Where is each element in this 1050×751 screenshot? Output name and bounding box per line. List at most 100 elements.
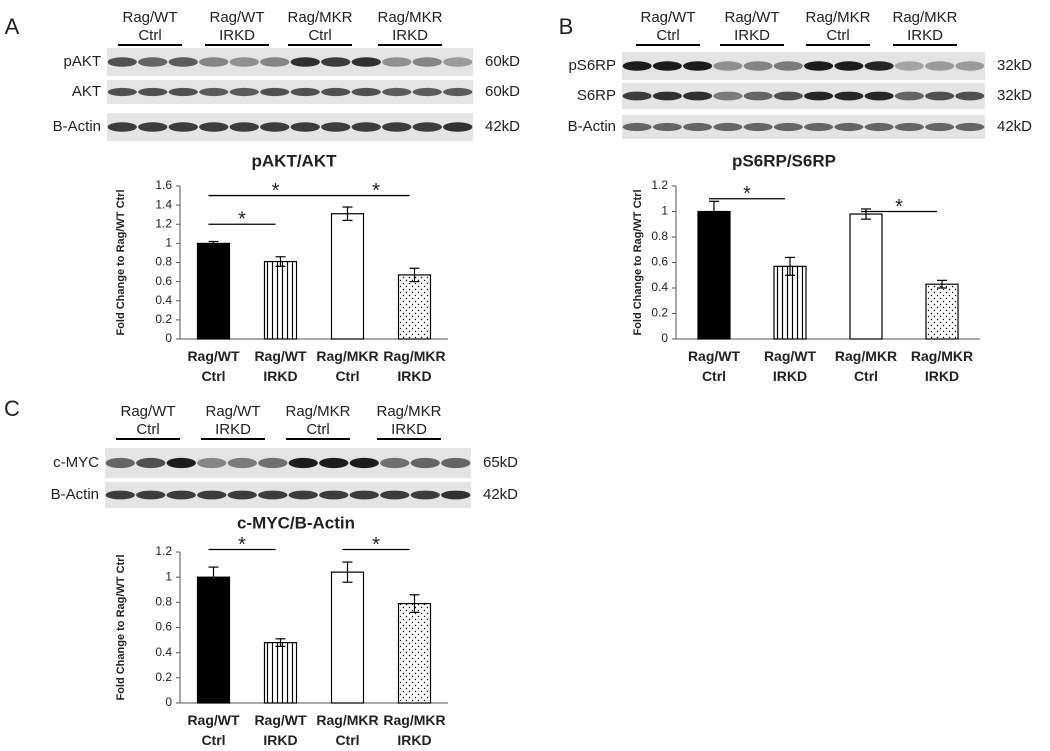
x-tick-label: Rag/MKR IRKD (383, 712, 445, 748)
blot-band (773, 91, 803, 101)
size-label: 32kD (997, 87, 1032, 104)
blot-band (136, 457, 166, 469)
blot-band (351, 57, 381, 67)
bar (697, 210, 731, 340)
blot-band (258, 490, 288, 500)
y-tick-label: 1.4 (155, 197, 172, 211)
y-tick-label: 0.8 (651, 229, 668, 243)
blot-band (894, 91, 924, 101)
blot-band (410, 457, 440, 469)
blot-band (380, 457, 410, 469)
blot-band (288, 457, 318, 469)
blot-band (622, 122, 652, 132)
row-label: pAKT (63, 53, 101, 70)
bar (263, 641, 298, 704)
blot-band (168, 57, 198, 67)
blot-band (260, 57, 290, 67)
blot-band (138, 122, 168, 132)
bar (263, 260, 298, 340)
blot-band (260, 87, 290, 97)
blot-strip (622, 83, 985, 109)
bar (397, 602, 432, 704)
size-label: 32kD (997, 57, 1032, 74)
blot-band (105, 457, 135, 469)
row-label: B-Actin (53, 118, 101, 135)
blot-band (382, 122, 412, 132)
y-tick-label: 0.4 (155, 293, 172, 307)
y-tick-label: 0 (165, 695, 172, 709)
row-label: c-MYC (53, 454, 99, 471)
blot-band (351, 87, 381, 97)
blot-band (319, 490, 349, 500)
significance-star: * (372, 180, 380, 202)
blot-band (894, 61, 924, 71)
bar (849, 213, 883, 340)
chart-title: c-MYC/B-Actin (237, 513, 355, 532)
blot-band (652, 91, 682, 101)
row-label: B-Actin (51, 486, 99, 503)
y-tick-label: 0.8 (155, 595, 172, 609)
bar (196, 576, 231, 704)
group-label: Rag/WT Ctrl (640, 9, 695, 44)
group-label: Rag/MKR IRKD (376, 403, 441, 438)
row-label: AKT (72, 83, 101, 100)
blot-band (229, 122, 259, 132)
blot-band (321, 87, 351, 97)
blot-band (166, 490, 196, 500)
blot-band (382, 57, 412, 67)
blot-band (441, 490, 471, 500)
blot-band (168, 122, 198, 132)
blot-band (136, 490, 166, 500)
y-tick-label: 0 (165, 331, 172, 345)
y-tick-label: 0 (661, 331, 668, 345)
blot-band (713, 91, 743, 101)
blot-band (412, 122, 442, 132)
blot-band (288, 490, 318, 500)
group-label: Rag/MKR Ctrl (287, 9, 352, 44)
x-tick-label: Rag/MKR Ctrl (316, 712, 378, 748)
blot-band (351, 122, 381, 132)
blot-band (743, 91, 773, 101)
blot-band (138, 87, 168, 97)
group-label: Rag/MKR IRKD (892, 9, 957, 44)
size-label: 65kD (483, 454, 518, 471)
blot-band (382, 87, 412, 97)
significance-star: * (272, 180, 280, 202)
size-label: 42kD (997, 118, 1032, 135)
blot-strip (107, 48, 473, 76)
panel-label: C (4, 396, 20, 421)
group-label: Rag/MKR Ctrl (805, 9, 870, 44)
blot-band (199, 122, 229, 132)
blot-band (290, 87, 320, 97)
blot-band (743, 122, 773, 132)
blot-band (834, 91, 864, 101)
y-tick-label: 1.2 (155, 544, 172, 558)
blot-band (441, 457, 471, 469)
blot-band (864, 61, 894, 71)
y-tick-label: 0.2 (155, 670, 172, 684)
x-tick-label: Rag/WT Ctrl (187, 712, 240, 748)
blot-band (834, 122, 864, 132)
y-tick-label: 1 (661, 204, 668, 218)
blot-band (683, 91, 713, 101)
blot-band (349, 457, 379, 469)
row-label: pS6RP (568, 57, 616, 74)
blot-band (652, 122, 682, 132)
x-tick-label: Rag/MKR Ctrl (835, 348, 897, 384)
blot-band (894, 122, 924, 132)
y-tick-label: 0.2 (155, 312, 172, 326)
y-tick-label: 0.2 (651, 306, 668, 320)
y-tick-label: 1 (165, 236, 172, 250)
significance-star: * (238, 534, 246, 556)
blot-band (925, 122, 955, 132)
blot-band (864, 91, 894, 101)
error-bar (409, 594, 420, 614)
significance-star: * (372, 534, 380, 556)
y-tick-label: 1.2 (651, 178, 668, 192)
error-bar (937, 279, 947, 289)
blot-band (804, 91, 834, 101)
bar (330, 213, 365, 340)
blot-band (258, 457, 288, 469)
y-tick-label: 0.8 (155, 255, 172, 269)
x-tick-label: Rag/WT Ctrl (688, 348, 741, 384)
